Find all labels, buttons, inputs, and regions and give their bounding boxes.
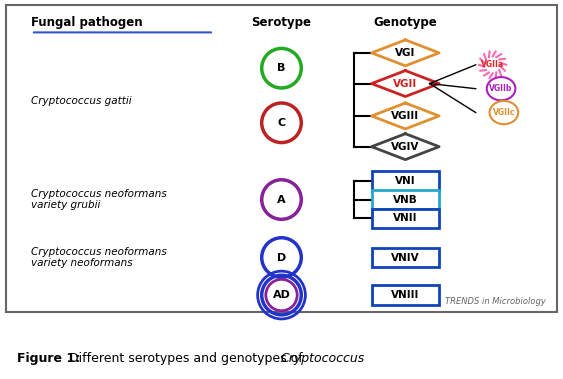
Text: VGIIb: VGIIb [489,84,513,93]
Text: VNIV: VNIV [391,252,419,263]
FancyBboxPatch shape [372,171,439,191]
FancyBboxPatch shape [6,5,557,312]
Text: VNIII: VNIII [391,290,419,300]
Text: .: . [343,352,347,365]
Text: VGIIc: VGIIc [493,108,515,117]
Text: Figure 1:: Figure 1: [17,352,80,365]
Text: VNII: VNII [393,213,418,223]
Text: Cryptococcus neoformans
variety neoformans: Cryptococcus neoformans variety neoforma… [31,247,167,268]
Text: TRENDS in Microbiology: TRENDS in Microbiology [445,298,546,306]
Text: B: B [278,63,285,73]
FancyBboxPatch shape [372,248,439,267]
Text: Cryptococcus: Cryptococcus [280,352,365,365]
Text: VNI: VNI [395,176,415,186]
Polygon shape [372,134,439,160]
FancyBboxPatch shape [372,285,439,305]
Text: Cryptococcus gattii: Cryptococcus gattii [31,96,132,106]
Text: D: D [277,252,286,263]
Text: Fungal pathogen: Fungal pathogen [31,16,142,29]
FancyBboxPatch shape [372,208,439,228]
Text: VGI: VGI [395,48,415,58]
Polygon shape [372,70,439,97]
Text: Cryptococcus neoformans
variety grubii: Cryptococcus neoformans variety grubii [31,189,167,210]
Text: Different serotypes and genotypes of: Different serotypes and genotypes of [65,352,306,365]
Polygon shape [372,40,439,66]
Text: VGIV: VGIV [391,142,419,152]
Polygon shape [372,103,439,129]
Text: C: C [278,118,285,128]
Text: VGII: VGII [393,78,418,89]
Text: VGIII: VGIII [391,111,419,121]
Text: Genotype: Genotype [373,16,437,29]
Text: AD: AD [272,290,291,300]
Text: VGIIa: VGIIa [481,60,504,69]
FancyBboxPatch shape [372,190,439,209]
Text: A: A [277,194,286,205]
Text: Serotype: Serotype [252,16,311,29]
Text: VNB: VNB [393,194,418,205]
